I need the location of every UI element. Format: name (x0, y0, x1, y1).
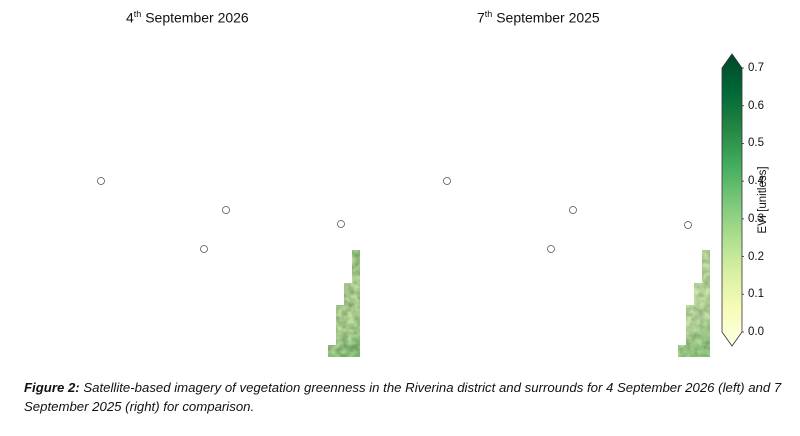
town-marker-albury (547, 245, 555, 253)
towns-right: Hay Wagga Wagga Canberra Albury Melbourn… (383, 177, 703, 348)
colorbar-tick-label: 0.0 (748, 326, 764, 338)
town-label-hay: Hay (415, 177, 433, 188)
caption-label: Figure 2: (24, 380, 80, 395)
colorbar-tick-label: 0.3 (748, 212, 764, 225)
town-label-canberra: Canberra (661, 203, 703, 214)
evi-colorbar (721, 53, 744, 347)
panel-title-left-day: 4 (126, 9, 134, 26)
caption-text: Satellite-based imagery of vegetation gr… (24, 380, 782, 414)
colorbar-tick-label: 0.7 (748, 62, 764, 74)
colorbar-tick-label: 0.2 (748, 250, 764, 263)
panel-title-left-suffix: th (133, 9, 142, 19)
town-label-hay: Hay (69, 177, 87, 188)
panel-title-right: 7th September 2025 (477, 9, 600, 26)
town-marker-canberra (684, 221, 692, 229)
evi-map-left: Hay Wagga Wagga Canberra Albury Melbourn… (23, 45, 360, 357)
town-marker-hay (443, 177, 451, 185)
panel-title-right-rest: September 2025 (492, 9, 600, 26)
town-marker-canberra (337, 220, 345, 228)
town-label-albury: Albury (188, 259, 216, 270)
town-label-melbourne: Melbourne (383, 337, 431, 348)
colorbar-bar (721, 53, 743, 347)
town-marker-wagga (569, 206, 577, 214)
colorbar-label: EVI [unitless] (757, 166, 769, 234)
town-label-wagga: Wagga Wagga (178, 188, 267, 203)
town-marker-wagga (222, 206, 230, 214)
panel-title-right-day: 7 (477, 9, 485, 26)
evi-map-right: Hay Wagga Wagga Canberra Albury Melbourn… (373, 45, 710, 357)
figure-caption: Figure 2: Satellite-based imagery of veg… (24, 378, 784, 416)
town-label-melbourne: Melbourne (33, 337, 81, 348)
colorbar-tick-label: 0.5 (748, 137, 764, 150)
town-label-canberra: Canberra (313, 203, 355, 214)
town-label-wagga: Wagga Wagga (525, 188, 614, 203)
panel-title-left-rest: September 2026 (141, 9, 249, 26)
town-label-albury: Albury (535, 259, 563, 270)
towns-left: Hay Wagga Wagga Canberra Albury Melbourn… (33, 177, 355, 348)
colorbar-tick-label: 0.1 (748, 288, 764, 301)
colorbar-tick-label: 0.4 (748, 175, 764, 188)
panel-title-left: 4th September 2026 (126, 9, 249, 26)
town-marker-hay (97, 177, 105, 185)
colorbar-tick-label: 0.6 (748, 99, 764, 112)
town-marker-albury (200, 245, 208, 253)
panel-title-right-suffix: th (484, 9, 493, 19)
